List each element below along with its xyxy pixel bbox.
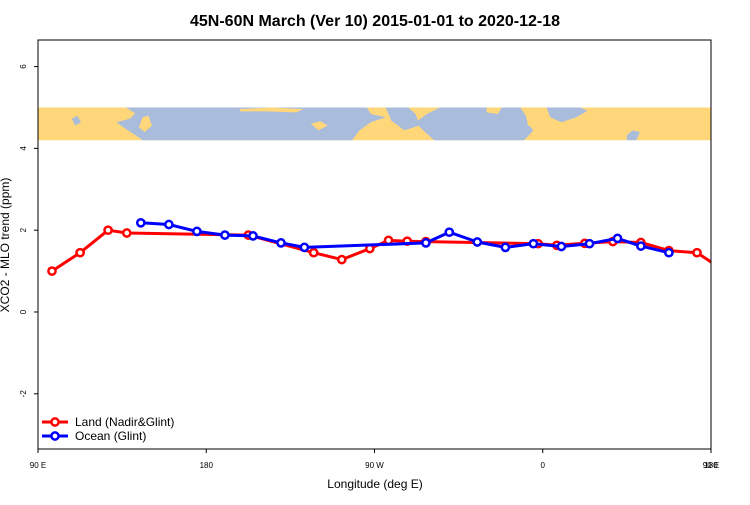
data-point bbox=[221, 232, 228, 239]
x-tick-label: 180 bbox=[200, 461, 214, 470]
data-point bbox=[137, 219, 144, 226]
y-tick-label: -2 bbox=[19, 390, 28, 398]
chart-title: 45N-60N March (Ver 10) 2015-01-01 to 202… bbox=[190, 13, 560, 30]
data-point bbox=[310, 249, 317, 256]
x-tick-label: 90 W bbox=[365, 461, 384, 470]
x-tick-label: 0 bbox=[541, 461, 546, 470]
legend-swatch-marker bbox=[51, 432, 58, 439]
data-point bbox=[586, 240, 593, 247]
data-point bbox=[693, 249, 700, 256]
y-tick-label: 2 bbox=[19, 227, 28, 232]
data-point bbox=[77, 249, 84, 256]
data-point bbox=[474, 238, 481, 245]
map-water-shape bbox=[117, 108, 386, 141]
data-point bbox=[105, 227, 112, 234]
data-point bbox=[123, 229, 130, 236]
y-axis-label: XCO2 - MLO trend (ppm) bbox=[0, 178, 12, 313]
world-map-band bbox=[38, 107, 711, 140]
map-water-shape bbox=[416, 108, 534, 141]
data-point bbox=[637, 243, 644, 250]
x-tick-label: 180 bbox=[704, 461, 718, 470]
data-point bbox=[446, 229, 453, 236]
data-point bbox=[665, 249, 672, 256]
data-point bbox=[614, 235, 621, 242]
x-tick-label: 90 E bbox=[30, 461, 46, 470]
data-point bbox=[422, 239, 429, 246]
legend-swatch-marker bbox=[51, 418, 58, 425]
data-point bbox=[193, 228, 200, 235]
data-point bbox=[530, 240, 537, 247]
y-tick-label: 0 bbox=[19, 309, 28, 314]
data-point bbox=[301, 244, 308, 251]
data-point bbox=[277, 239, 284, 246]
y-tick-label: 4 bbox=[19, 146, 28, 151]
y-tick-label: 6 bbox=[19, 64, 28, 69]
data-point bbox=[48, 268, 55, 275]
data-point bbox=[249, 232, 256, 239]
x-axis-label: Longitude (deg E) bbox=[327, 477, 422, 491]
data-point bbox=[558, 243, 565, 250]
data-point bbox=[502, 244, 509, 251]
legend-label: Ocean (Glint) bbox=[75, 429, 146, 443]
legend-label: Land (Nadir&Glint) bbox=[75, 415, 174, 429]
data-point bbox=[338, 256, 345, 263]
data-point bbox=[165, 221, 172, 228]
